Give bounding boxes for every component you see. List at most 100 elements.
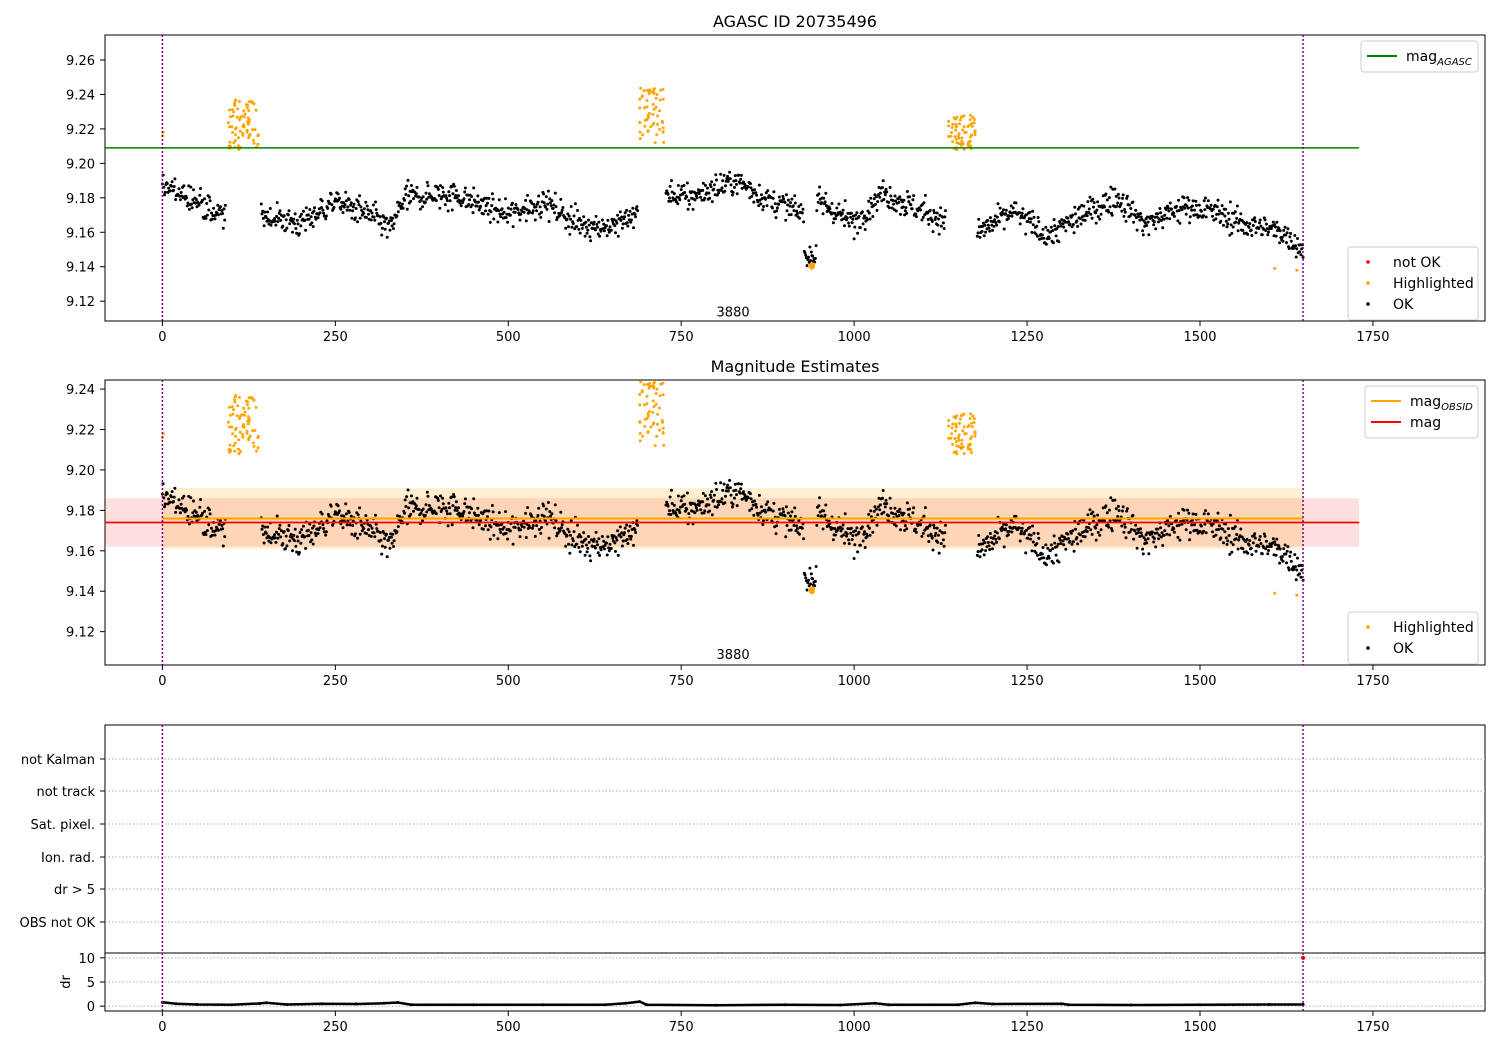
ok-point	[1014, 514, 1018, 518]
ok-point	[540, 526, 543, 529]
ok-point	[1281, 239, 1285, 243]
ok-point	[850, 538, 854, 541]
ok-point	[597, 220, 601, 224]
ok-point	[1204, 531, 1208, 535]
ok-point	[782, 197, 786, 201]
ok-point	[892, 202, 896, 206]
highlighted-point	[970, 124, 974, 128]
flag-row-label: dr > 5	[54, 883, 95, 898]
ok-point	[634, 531, 638, 534]
highlighted-point	[661, 393, 665, 397]
ok-point	[856, 550, 860, 554]
highlighted-point	[653, 444, 657, 448]
highlighted-point	[1273, 267, 1277, 270]
ok-point	[1154, 227, 1158, 231]
highlighted-point	[961, 429, 965, 433]
ok-point	[285, 226, 289, 230]
ok-point	[994, 221, 998, 224]
ok-point	[815, 523, 819, 527]
ok-point	[1042, 556, 1046, 560]
y-tick-label: 9.26	[66, 54, 95, 69]
ok-point	[575, 542, 579, 546]
ok-point	[268, 536, 272, 539]
ok-point	[764, 197, 768, 201]
highlighted-point	[242, 115, 246, 119]
highlighted-point	[972, 121, 976, 125]
ok-point	[708, 196, 712, 200]
ok-point	[182, 184, 186, 188]
ok-point	[324, 530, 328, 534]
ok-point	[627, 529, 631, 533]
ok-point	[1204, 196, 1207, 200]
ok-point	[1018, 539, 1022, 543]
ok-point	[872, 197, 876, 201]
ok-point	[1229, 223, 1233, 227]
ok-point	[1234, 537, 1238, 541]
ok-point	[922, 201, 926, 205]
ok-point	[699, 195, 703, 199]
ok-point	[1206, 512, 1210, 516]
ok-point	[1223, 530, 1227, 534]
ok-point	[715, 505, 719, 509]
ok-point	[978, 235, 982, 239]
ok-point	[1098, 533, 1102, 537]
ok-point	[348, 208, 352, 212]
ok-point	[1047, 237, 1051, 240]
ok-point	[1156, 212, 1160, 216]
ok-point	[371, 203, 375, 207]
ok-point	[1135, 546, 1139, 550]
ok-point	[426, 494, 430, 498]
ok-point	[724, 494, 727, 498]
highlighted-point	[956, 436, 960, 440]
ok-point	[498, 528, 502, 531]
ok-point	[511, 225, 515, 229]
highlighted-point	[958, 421, 961, 425]
ok-point	[1188, 221, 1192, 225]
ok-point	[937, 533, 940, 537]
ok-point	[835, 206, 839, 210]
ok-point	[1030, 230, 1034, 234]
ok-point	[221, 527, 225, 531]
highlighted-point	[244, 103, 248, 107]
ok-point	[980, 229, 984, 233]
ok-point	[349, 514, 353, 518]
ok-point	[1036, 553, 1039, 557]
ok-point	[338, 509, 341, 513]
ok-point	[1078, 533, 1082, 537]
ok-point	[998, 206, 1002, 210]
ok-point	[1103, 205, 1106, 209]
ok-point	[984, 230, 988, 234]
ok-point	[185, 508, 189, 512]
ok-point	[374, 200, 377, 204]
ok-point	[746, 496, 750, 500]
ok-point	[791, 204, 795, 208]
ok-point	[593, 228, 597, 232]
ok-point	[1156, 527, 1160, 531]
ok-point	[824, 503, 828, 507]
ok-point	[302, 209, 305, 213]
ok-point	[210, 217, 214, 221]
ok-point	[1226, 527, 1230, 531]
highlighted-point	[808, 265, 812, 268]
obsid-annotation: 3880	[717, 648, 750, 663]
ok-point	[1296, 556, 1299, 560]
highlighted-point	[232, 110, 235, 114]
ok-point	[425, 510, 429, 514]
ok-point	[927, 222, 931, 226]
ok-point	[356, 536, 359, 540]
ok-point	[403, 198, 406, 202]
ok-point	[1195, 203, 1198, 207]
ok-point	[526, 193, 530, 197]
ok-point	[452, 495, 456, 499]
ok-point	[565, 534, 569, 537]
highlighted-point	[652, 405, 656, 408]
ok-point	[871, 530, 875, 534]
dr-point	[541, 1003, 545, 1007]
ok-point	[1245, 221, 1249, 225]
ok-point	[1087, 207, 1091, 211]
ok-point	[1269, 227, 1273, 231]
ok-point	[926, 218, 930, 221]
highlighted-point	[638, 137, 642, 141]
ok-point	[1276, 547, 1279, 551]
highlighted-point	[243, 112, 247, 116]
